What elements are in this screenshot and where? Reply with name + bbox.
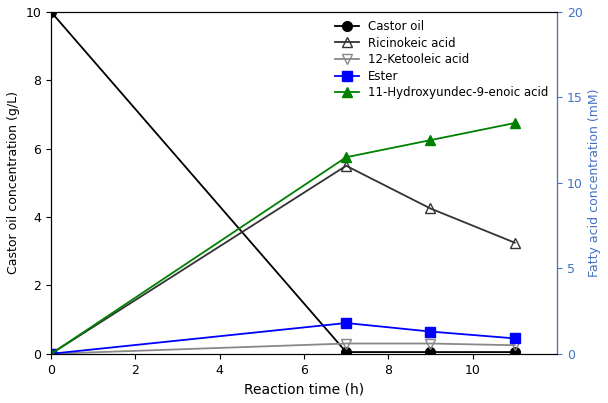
11-Hydroxyundec-9-enoic acid bbox=[342, 155, 350, 160]
Ester bbox=[427, 329, 434, 334]
Y-axis label: Fatty acid concentration (mM): Fatty acid concentration (mM) bbox=[588, 89, 601, 277]
Ester bbox=[47, 351, 55, 356]
Castor oil bbox=[342, 350, 350, 355]
Castor oil bbox=[511, 350, 519, 355]
Castor oil bbox=[427, 350, 434, 355]
Legend: Castor oil, Ricinokeic acid, 12-Ketooleic acid, Ester, 11-Hydroxyundec-9-enoic a: Castor oil, Ricinokeic acid, 12-Ketoolei… bbox=[331, 15, 553, 104]
Ricinokeic acid bbox=[342, 163, 350, 168]
Y-axis label: Castor oil concentration (g/L): Castor oil concentration (g/L) bbox=[7, 91, 20, 274]
Ricinokeic acid bbox=[47, 351, 55, 356]
12-Ketooleic acid bbox=[47, 351, 55, 356]
Line: Ester: Ester bbox=[46, 318, 520, 359]
Ester bbox=[511, 336, 519, 341]
11-Hydroxyundec-9-enoic acid bbox=[47, 351, 55, 356]
Ricinokeic acid bbox=[511, 240, 519, 245]
12-Ketooleic acid bbox=[511, 343, 519, 348]
12-Ketooleic acid bbox=[342, 341, 350, 346]
Line: 12-Ketooleic acid: 12-Ketooleic acid bbox=[46, 339, 520, 359]
X-axis label: Reaction time (h): Reaction time (h) bbox=[244, 382, 364, 396]
Line: Castor oil: Castor oil bbox=[46, 7, 520, 357]
11-Hydroxyundec-9-enoic acid bbox=[427, 138, 434, 143]
Castor oil bbox=[47, 10, 55, 15]
Line: 11-Hydroxyundec-9-enoic acid: 11-Hydroxyundec-9-enoic acid bbox=[46, 118, 520, 359]
Line: Ricinokeic acid: Ricinokeic acid bbox=[46, 161, 520, 359]
Ricinokeic acid bbox=[427, 206, 434, 211]
11-Hydroxyundec-9-enoic acid bbox=[511, 120, 519, 125]
12-Ketooleic acid bbox=[427, 341, 434, 346]
Ester bbox=[342, 321, 350, 326]
